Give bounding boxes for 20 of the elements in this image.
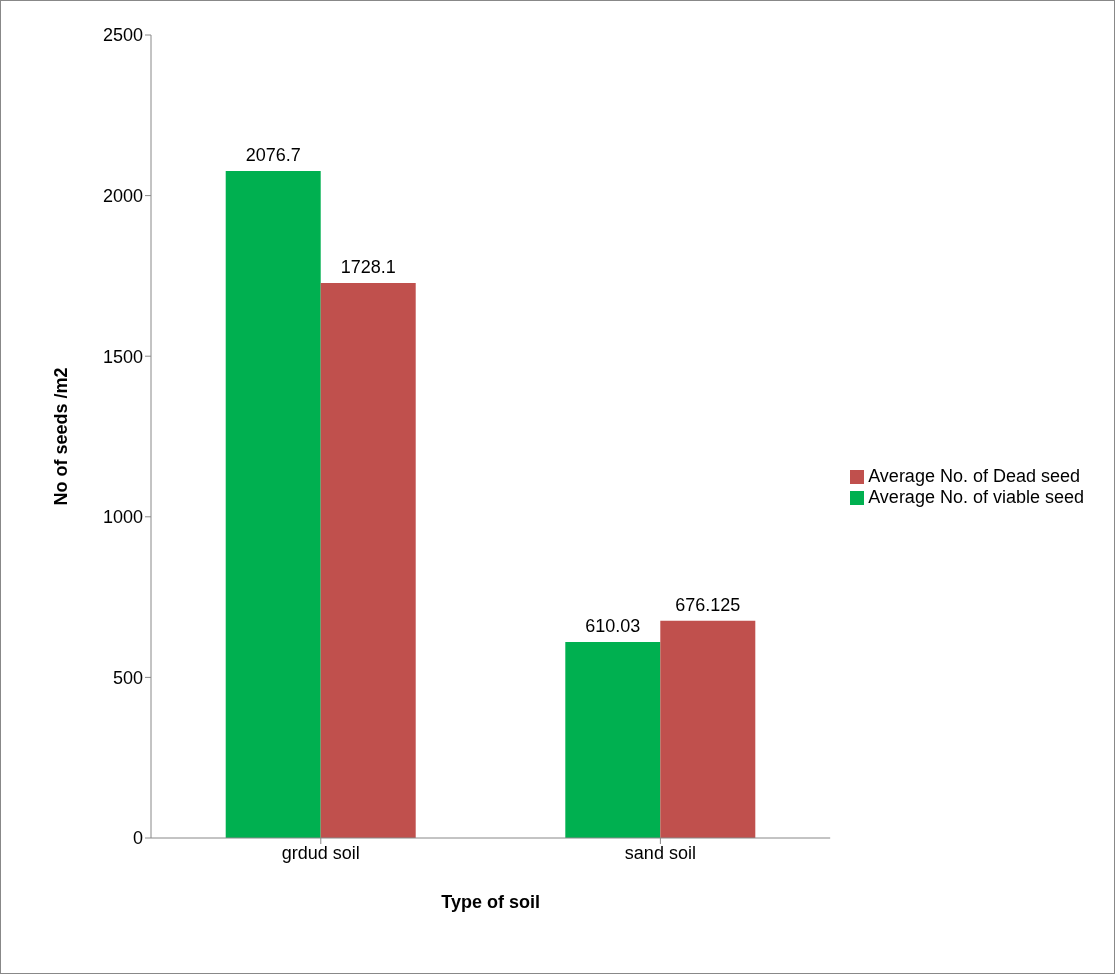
legend-label: Average No. of viable seed [868,487,1084,507]
data-label: 1728.1 [340,256,396,277]
x-tick-label: sand soil [624,842,696,863]
y-tick-label: 0 [132,828,143,849]
data-label: 2076.7 [245,144,301,165]
y-tick-label: 2500 [102,25,143,46]
bar [565,642,661,838]
bar [320,282,416,838]
y-axis-title: No of seeds /m2 [51,367,72,506]
y-tick-label: 1500 [102,346,143,367]
x-axis-title: Type of soil [441,892,540,912]
legend-label: Average No. of Dead seed [868,466,1080,486]
data-label: 610.03 [585,616,641,637]
y-tick-label: 2000 [102,185,143,206]
bar [660,620,756,838]
y-tick-label: 1000 [102,507,143,528]
data-label: 676.125 [675,594,741,615]
y-tick-label: 500 [112,667,143,688]
x-tick-label: grdud soil [281,842,360,863]
bar [225,170,321,838]
